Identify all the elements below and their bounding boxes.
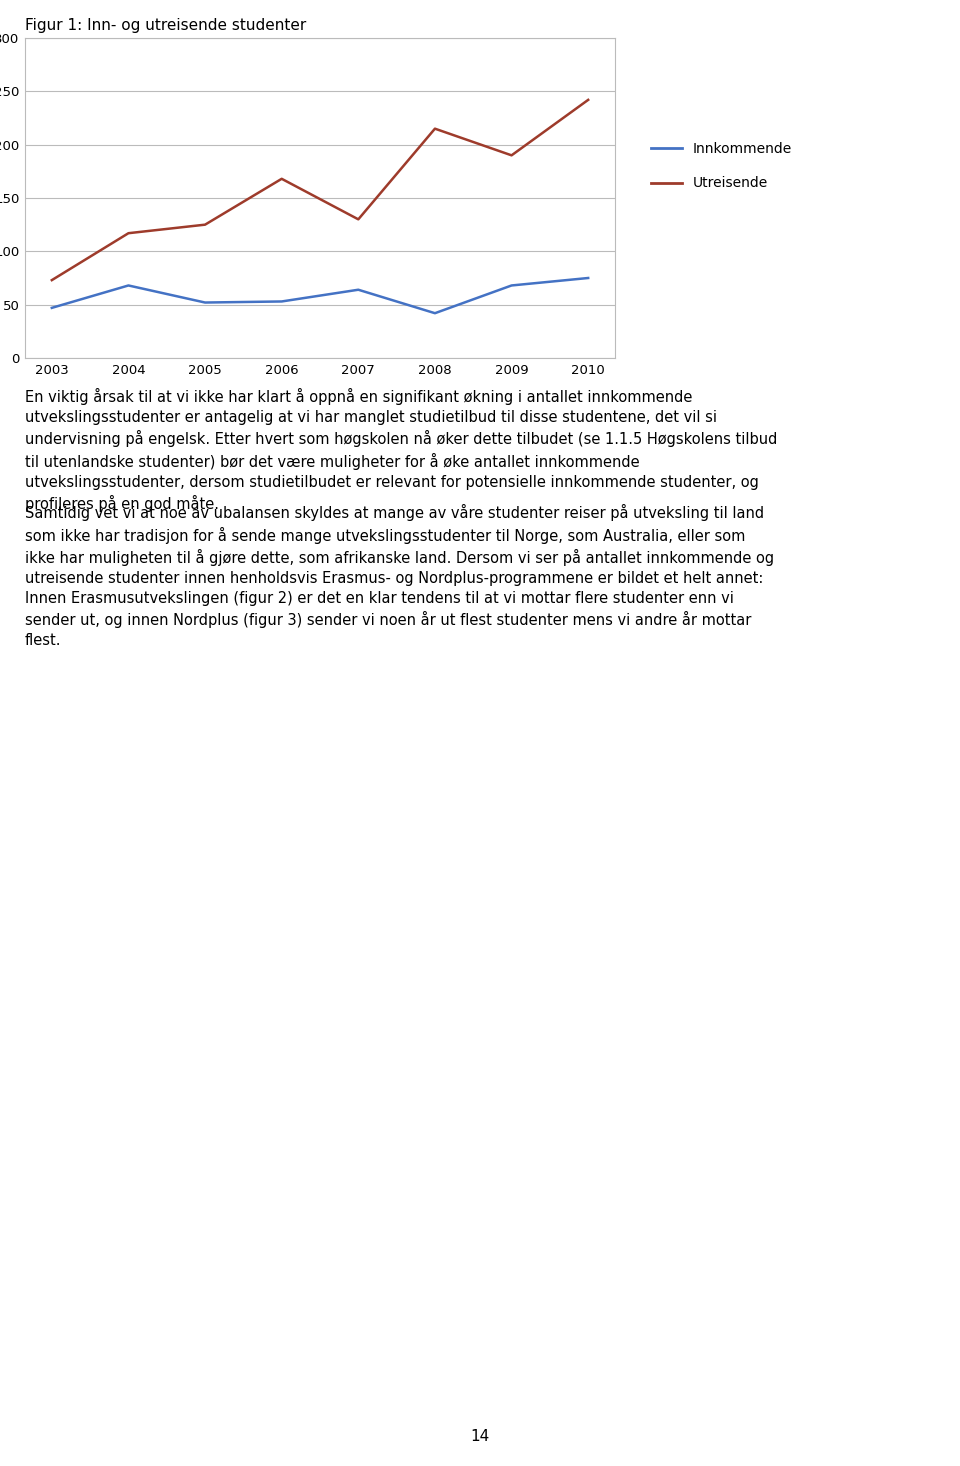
Text: En viktig årsak til at vi ikke har klart å oppnå en signifikant økning i antalle: En viktig årsak til at vi ikke har klart… — [25, 388, 778, 513]
Legend: Innkommende, Utreisende: Innkommende, Utreisende — [645, 136, 798, 196]
Text: Figur 1: Inn- og utreisende studenter: Figur 1: Inn- og utreisende studenter — [25, 18, 306, 34]
Text: 14: 14 — [470, 1429, 490, 1444]
Text: Samtidig vet vi at noe av ubalansen skyldes at mange av våre studenter reiser på: Samtidig vet vi at noe av ubalansen skyl… — [25, 504, 774, 648]
